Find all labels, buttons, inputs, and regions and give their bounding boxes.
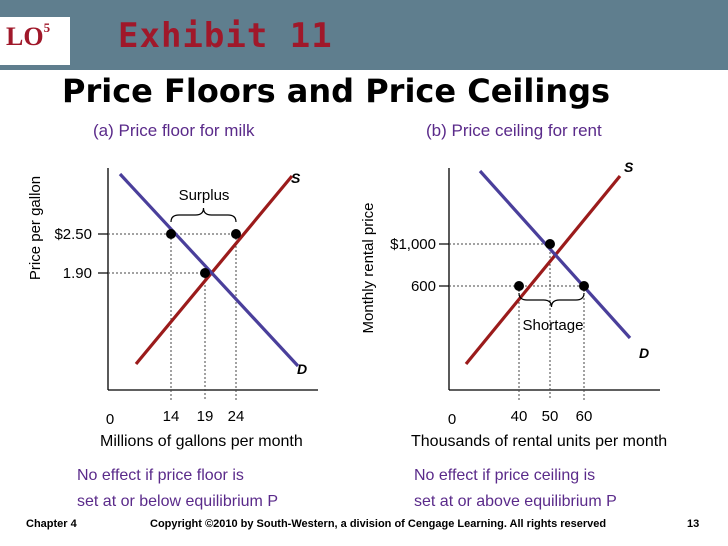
footer-page-number: 13 [687, 518, 700, 530]
chart-b-point-marker [579, 281, 589, 291]
chart-b-x-tick-label: 40 [511, 408, 528, 425]
chart-b-y-tick-label: $1,000 [390, 236, 436, 253]
chart-a-point-marker [231, 229, 241, 239]
chart-b-supply-line [464, 174, 622, 366]
chart-b-origin-label: 0 [448, 411, 456, 428]
chart-b-note-line-1: No effect if price ceiling is [414, 467, 596, 484]
footer-copyright: Copyright ©2010 by South-Western, a divi… [150, 518, 607, 530]
chart-a-point-marker [166, 229, 176, 239]
lo-label: LO5 [6, 20, 51, 51]
lo-superscript: 5 [43, 20, 51, 36]
chart-a-point-marker [200, 268, 210, 278]
chart-a-x-tick-label: 14 [163, 408, 180, 425]
chart-b-demand-label: D [639, 345, 649, 361]
chart-a-y-tick-label: 1.90 [63, 265, 92, 282]
chart-b-y-axis-label: Monthly rental price [360, 203, 377, 334]
chart-a-note-line-1: No effect if price floor is [77, 467, 244, 484]
lo-badge [0, 17, 70, 65]
chart-a-brace [170, 207, 237, 223]
chart-a-x-axis-label: Millions of gallons per month [100, 433, 303, 450]
chart-a-supply-line [134, 174, 294, 366]
chart-b-supply-label: S [624, 159, 634, 175]
chart-b-annotation-label: Shortage [523, 317, 584, 334]
chart-a-x-tick-label: 24 [228, 408, 245, 425]
chart-a-x-tick-label: 19 [197, 408, 214, 425]
chart-a-origin-label: 0 [106, 411, 114, 428]
chart-b-demand-line [478, 169, 632, 340]
chart-a-y-axis-label: Price per gallon [27, 176, 44, 280]
footer-chapter: Chapter 4 [26, 518, 77, 530]
chart-b-point-marker [545, 239, 555, 249]
chart-a-note-line-2: set at or below equilibrium P [77, 493, 278, 510]
chart-b-y-tick-label: 600 [411, 278, 436, 295]
chart-b-x-tick-label: 60 [576, 408, 593, 425]
chart-b-point-marker [514, 281, 524, 291]
chart-a-y-tick-label: $2.50 [54, 226, 92, 243]
header-bar [0, 0, 728, 70]
chart-b-x-tick-label: 50 [542, 408, 559, 425]
chart-a-annotation-label: Surplus [179, 187, 230, 204]
chart-b-note-line-2: set at or above equilibrium P [414, 493, 617, 510]
exhibit-title: Exhibit 11 [118, 16, 333, 56]
chart-b-title: (b) Price ceiling for rent [426, 121, 602, 140]
chart-a-note: No effect if price floor is set at or be… [77, 463, 278, 515]
chart-a-supply-label: S [291, 170, 301, 186]
chart-a-title: (a) Price floor for milk [93, 121, 255, 140]
page-title: Price Floors and Price Ceilings [62, 72, 611, 110]
chart-b-x-axis-label: Thousands of rental units per month [411, 433, 667, 450]
chart-a-demand-label: D [297, 361, 307, 377]
chart-b-note: No effect if price ceiling is set at or … [414, 463, 617, 515]
chart-b-brace [518, 292, 585, 308]
